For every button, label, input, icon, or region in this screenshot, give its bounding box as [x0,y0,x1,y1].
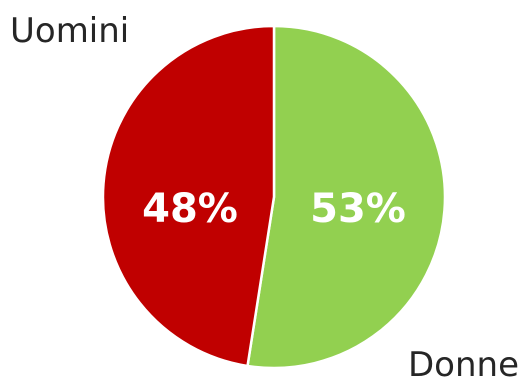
category-label-donne: Donne [408,345,519,380]
data-label-donne: 53% [310,186,406,232]
pie-slice-uomini [101,24,276,368]
category-label-uomini: Uomini [10,11,129,51]
data-label-uomini: 48% [142,186,238,232]
pie-slices [101,24,447,370]
pie-slice-donne [246,24,447,370]
